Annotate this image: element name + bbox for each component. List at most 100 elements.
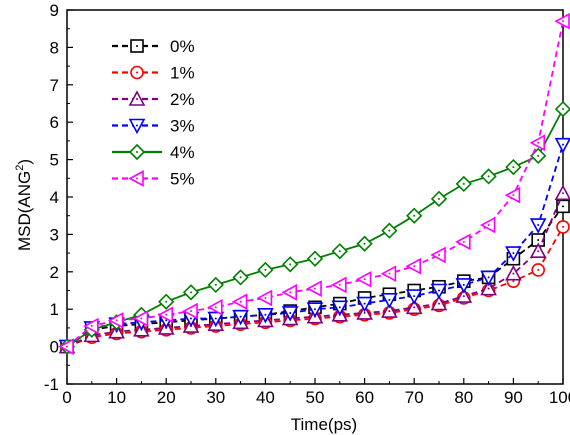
legend-marker-center [136, 177, 138, 180]
legend-item: 3% [112, 117, 195, 136]
data-point-center [115, 319, 118, 322]
legend-marker-center [136, 45, 138, 47]
data-point-center [66, 345, 68, 348]
data-point-center [264, 313, 267, 316]
data-point-center [314, 257, 316, 260]
legend-label: 4% [170, 143, 195, 162]
data-point-center [462, 283, 465, 286]
x-tick-label: 90 [504, 388, 523, 407]
data-point-center [363, 302, 366, 305]
x-tick-label: 30 [206, 388, 225, 407]
y-tick-label: 5 [50, 151, 59, 170]
data-point-center [413, 295, 416, 298]
series-5 [58, 12, 570, 355]
y-tick-label: 2 [50, 263, 59, 282]
y-axis-title-main: MSD(ANG [15, 171, 34, 251]
legend-label: 0% [170, 37, 195, 56]
data-point-center [487, 175, 490, 178]
data-point-center [338, 283, 341, 286]
legend-marker-center [136, 98, 138, 100]
legend-marker-center [136, 151, 138, 153]
y-axis-title-close: ) [15, 159, 34, 165]
y-axis-title: MSD(ANG2) [14, 159, 34, 251]
y-tick-label: 0 [50, 338, 59, 357]
data-point-center [190, 291, 192, 294]
data-point-center [562, 20, 564, 23]
data-point-center [537, 141, 540, 144]
data-point-center [562, 143, 564, 146]
data-point-center [438, 197, 440, 200]
data-point-center [537, 224, 540, 227]
data-point-center [165, 319, 168, 322]
data-point-center [537, 239, 540, 242]
legend-item: 1% [112, 64, 195, 83]
x-tick-label: 80 [454, 388, 473, 407]
data-point-center [512, 252, 515, 255]
data-point-center [562, 205, 564, 208]
data-point-center [438, 289, 440, 292]
data-point-center [289, 291, 292, 294]
y-tick-label: 8 [50, 38, 59, 57]
data-point-center [388, 272, 391, 275]
data-point-center [314, 308, 316, 311]
data-point-center [264, 296, 267, 299]
data-point-center [289, 263, 292, 266]
data-point-center [140, 317, 143, 320]
data-point-center [562, 225, 564, 228]
data-point-center [363, 278, 366, 281]
data-point-center [438, 253, 440, 256]
data-point-center [512, 272, 515, 275]
y-tick-label: 4 [50, 188, 59, 207]
data-point-center [413, 265, 416, 268]
data-point-center [388, 298, 391, 301]
data-point-center [165, 300, 168, 303]
data-point-center [338, 306, 341, 309]
legend-item: 2% [112, 90, 195, 109]
y-tick-label: -1 [44, 375, 59, 394]
data-point-center [289, 311, 292, 314]
data-point-center [487, 224, 490, 227]
data-point-center [239, 300, 242, 303]
data-point-center [214, 306, 217, 309]
data-point-center [363, 242, 366, 245]
data-point-center [487, 276, 490, 279]
legend-item: 5% [112, 170, 195, 189]
series-line [66, 21, 564, 348]
data-point-center [438, 302, 440, 305]
x-tick-label: 0 [62, 388, 71, 407]
data-point-center [190, 317, 192, 320]
data-point-center [512, 280, 515, 283]
data-point-center [462, 295, 465, 298]
x-axis-title: Time(ps) [291, 415, 357, 434]
data-point-center [512, 166, 515, 169]
data-point-center [165, 313, 168, 316]
x-tick-label: 10 [107, 388, 126, 407]
data-point-center [512, 194, 515, 197]
x-axis: 0 10 20 30 40 50 60 70 80 90 100 [62, 378, 570, 407]
data-point-center [487, 287, 490, 290]
legend-label: 2% [170, 90, 195, 109]
data-point-center [537, 154, 540, 157]
x-tick-label: 20 [157, 388, 176, 407]
legend-label: 3% [170, 117, 195, 136]
y-axis-title-superscript: 2 [14, 165, 26, 171]
data-point-center [214, 317, 217, 320]
data-point-center [190, 310, 192, 313]
data-point-center [413, 214, 416, 217]
y-tick-label: 1 [50, 300, 59, 319]
legend-marker-center [136, 71, 138, 74]
x-tick-label: 70 [405, 388, 424, 407]
data-point-center [90, 325, 93, 328]
data-point-center [562, 108, 564, 111]
data-point-center [338, 250, 341, 253]
data-point-center [462, 182, 465, 185]
y-tick-label: 6 [50, 113, 59, 132]
x-tick-label: 60 [355, 388, 374, 407]
data-point-center [462, 240, 465, 243]
data-point-center [239, 315, 242, 318]
data-point-center [214, 283, 217, 286]
data-point-center [413, 306, 416, 309]
data-point-center [264, 268, 267, 271]
x-tick-label: 40 [256, 388, 275, 407]
